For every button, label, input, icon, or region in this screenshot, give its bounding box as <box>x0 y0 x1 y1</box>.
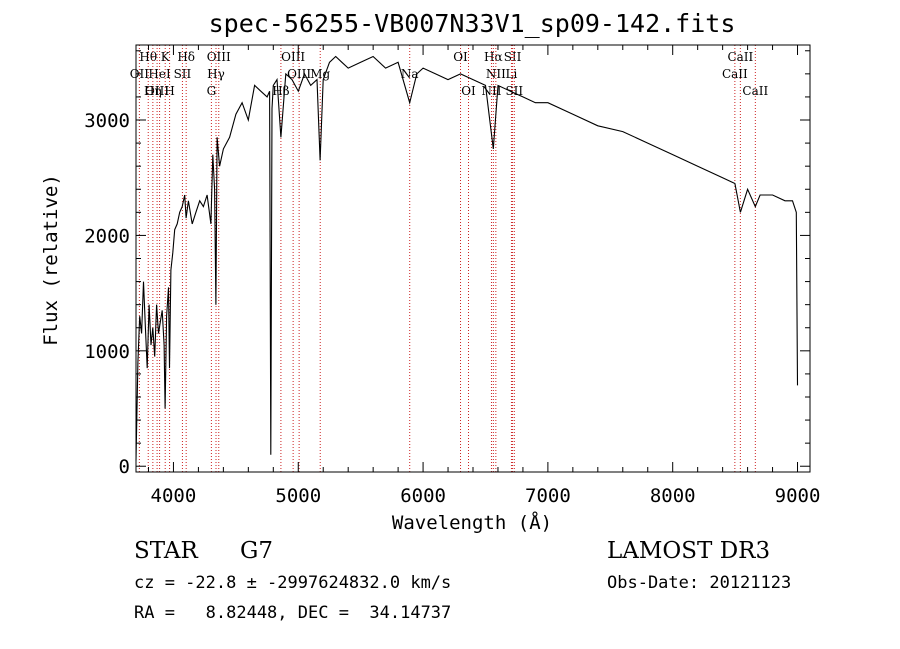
spectral-line-label: CaII <box>722 67 748 81</box>
spectrum-chart: spec-56255-VB007N33V1_sp09-142.fits Hθ OI… <box>40 9 820 534</box>
spectral-line-label: Hγ <box>207 67 225 81</box>
spectrum-line <box>135 55 799 461</box>
coordinates: RA = 8.82448, DEC = 34.14737 <box>134 603 452 623</box>
spectral-line-label: K <box>161 50 171 64</box>
spectral-line-label: Li <box>506 67 518 81</box>
object-subclass: G7 <box>240 538 274 564</box>
chart-title: spec-56255-VB007N33V1_sp09-142.fits <box>209 9 736 38</box>
x-tick-label: 5000 <box>275 485 321 507</box>
spectral-line-label: SII <box>504 50 522 64</box>
x-tick-label: 7000 <box>525 485 571 507</box>
obs-date: Obs-Date: 20121123 <box>607 573 792 593</box>
spectral-line-label: OI <box>453 50 468 64</box>
spectral-line-label: OIII <box>281 50 305 64</box>
spectral-line-label: NII <box>486 67 506 81</box>
spectral-line-label: Hη <box>144 84 162 98</box>
spectral-line-label: CaII <box>727 50 753 64</box>
spectral-line-label: H <box>164 84 174 98</box>
y-tick-label: 1000 <box>84 341 130 363</box>
x-tick-label: 4000 <box>151 485 197 507</box>
spectral-line-label: Mg <box>310 67 330 81</box>
spectrum-series <box>135 55 799 461</box>
spectral-line-label: Na <box>401 67 419 81</box>
y-tick-label: 0 <box>119 456 130 478</box>
survey-name: LAMOST DR3 <box>607 538 771 564</box>
spectral-line-label: CaII <box>742 84 768 98</box>
spectral-line-label: OIII <box>287 67 311 81</box>
spectral-line-label: HeI <box>148 67 171 81</box>
axis-ticks: 4000 5000 6000 7000 8000 9000 0 1000 2000 3000 <box>84 45 820 507</box>
spectral-line-label: OI <box>461 84 476 98</box>
spectral-line-label: OIII <box>207 50 231 64</box>
x-tick-label: 8000 <box>650 485 696 507</box>
x-axis-label: Wavelength (Å) <box>392 511 552 534</box>
y-tick-label: 2000 <box>84 225 130 247</box>
spectral-line-label: Hβ <box>272 84 289 98</box>
spectral-line-label: G <box>207 84 217 98</box>
redshift-text: cz = -22.8 ± -2997624832.0 km/s <box>134 573 452 593</box>
x-tick-label: 9000 <box>775 485 821 507</box>
spectral-line-label: Hδ <box>177 50 195 64</box>
x-tick-label: 6000 <box>400 485 446 507</box>
y-tick-label: 3000 <box>84 110 130 132</box>
object-class: STAR <box>134 538 198 564</box>
spectral-line-label: SII <box>174 67 192 81</box>
spectral-line-label: Hθ <box>139 50 157 64</box>
plot-frame <box>135 44 811 473</box>
y-axis-label: Flux (relative) <box>40 174 62 346</box>
spectral-line-label: Hα <box>484 50 503 64</box>
spectral-line-label: OIII <box>145 84 169 98</box>
